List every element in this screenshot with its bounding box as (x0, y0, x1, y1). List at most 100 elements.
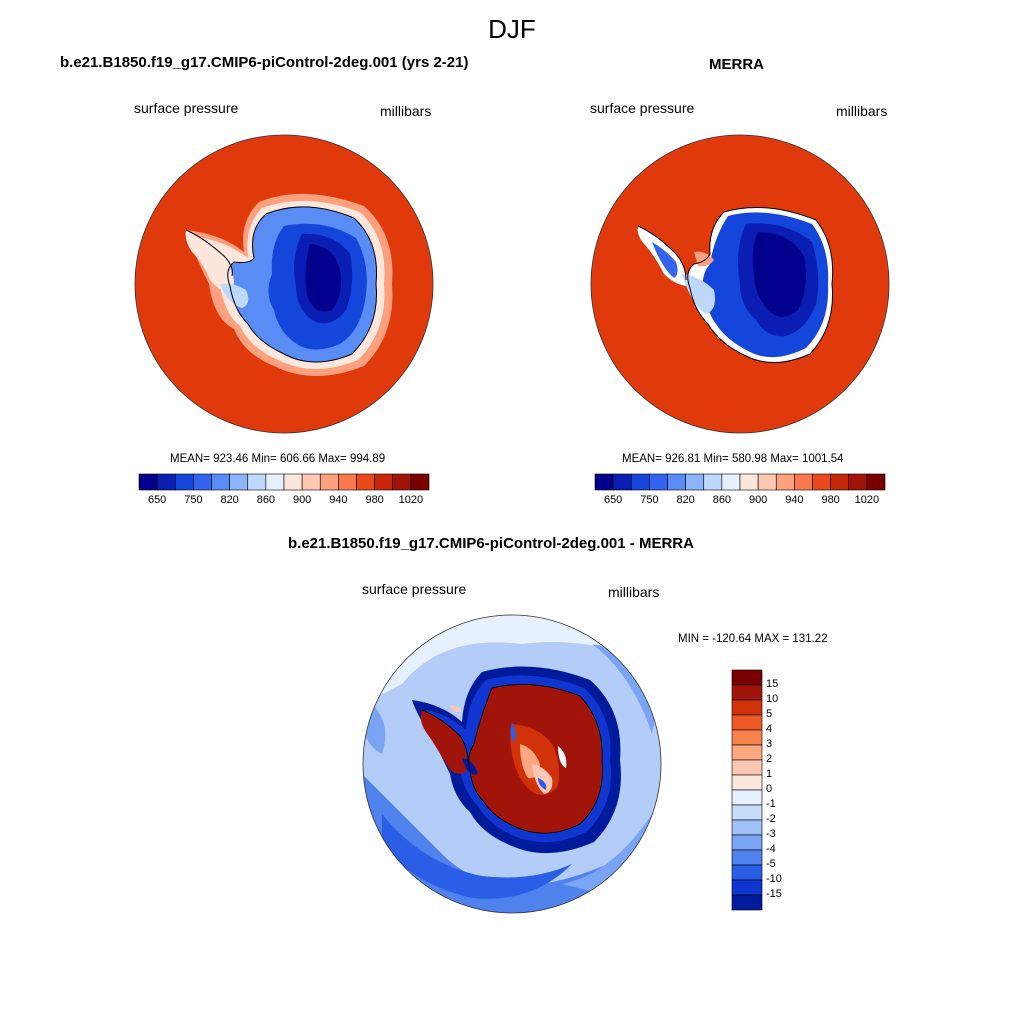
model-colorbar-box (229, 473, 249, 491)
diff-colorbar-tick-label: 2 (766, 753, 773, 765)
model-colorbar-box (374, 473, 394, 491)
diff-colorbar-box (731, 744, 763, 761)
model-colorbar-box (392, 473, 412, 491)
model-colorbar-box (247, 473, 267, 491)
obs-colorbar-tick-label: 940 (785, 494, 804, 506)
model-colorbar-ticks: 650 750 820 860 900 940 980 1020 (139, 494, 429, 508)
diff-colorbar-tick-label: 0 (766, 783, 773, 795)
model-colorbar-tick-label: 650 (147, 494, 167, 506)
diff-stats: MIN = -120.64 MAX = 131.22 (678, 633, 828, 645)
model-colorbar-box (193, 473, 212, 491)
model-stats: MEAN= 923.46 Min= 606.66 Max= 994.89 (170, 453, 386, 465)
diff-colorbar-box (731, 894, 763, 911)
model-colorbar-box (356, 473, 375, 491)
diff-colorbar-box (731, 669, 763, 686)
figure-title: DJF (488, 14, 536, 44)
diff-colorbar-box (731, 879, 763, 896)
diff-colorbar-box (731, 699, 763, 716)
obs-colorbar-box (649, 473, 668, 491)
diff-colorbar-tick-label: -15 (766, 888, 782, 900)
model-colorbar-tick-label: 900 (292, 494, 312, 506)
model-colorbar-tick-label: 980 (365, 494, 384, 506)
obs-units-label: millibars (836, 103, 888, 119)
diff-colorbar-box (731, 849, 763, 866)
obs-colorbar-tick-label: 750 (640, 494, 659, 506)
diff-colorbar-tick-label: 4 (766, 723, 773, 735)
diff-colorbar-box (731, 759, 763, 776)
diff-units-label: millibars (608, 584, 660, 600)
model-colorbar-box (138, 473, 158, 491)
diff-colorbar-ticks: 15 10 5 4 3 2 1 0 -1 -2 -3 -4 -5 -10 -15 (766, 670, 806, 910)
model-colorbar-box (265, 473, 285, 491)
diff-colorbar-tick-label: -10 (766, 873, 782, 885)
model-colorbar-box (319, 473, 339, 491)
obs-colorbar-box (667, 473, 686, 491)
obs-colorbar-box (775, 473, 795, 491)
obs-colorbar-tick-label: 860 (712, 494, 732, 506)
diff-colorbar-box (731, 864, 763, 881)
obs-polar-map (590, 134, 890, 434)
obs-colorbar-box (812, 473, 831, 491)
obs-colorbar-box (594, 473, 614, 491)
diff-colorbar-tick-label: -1 (766, 798, 776, 810)
model-polar-map (134, 134, 434, 434)
model-variable-label: surface pressure (134, 100, 239, 116)
diff-variable-label: surface pressure (362, 581, 467, 597)
model-colorbar-tick-label: 860 (256, 494, 276, 506)
obs-panel-title: MERRA (709, 56, 764, 73)
model-colorbar-box (283, 473, 303, 491)
diff-colorbar-tick-label: 10 (766, 693, 779, 705)
diff-colorbar-box (731, 684, 763, 701)
model-colorbar-tick-label: 940 (329, 494, 348, 506)
model-colorbar-tick-label: 1020 (398, 494, 424, 506)
diff-colorbar-tick-label: -3 (766, 828, 776, 840)
obs-colorbar-tick-label: 820 (676, 494, 695, 506)
diff-polar-map (362, 614, 662, 914)
obs-colorbar-box (794, 473, 813, 491)
diff-colorbar-box (731, 714, 763, 731)
model-colorbar-box (211, 473, 230, 491)
obs-colorbar-ticks: 650 750 820 860 900 940 980 1020 (595, 494, 885, 508)
obs-colorbar-box (630, 473, 650, 491)
obs-colorbar-box (757, 473, 777, 491)
obs-colorbar-box (721, 473, 741, 491)
obs-colorbar-box (685, 473, 705, 491)
model-units-label: millibars (380, 103, 432, 119)
diff-colorbar-tick-label: 1 (766, 768, 773, 780)
diff-panel-title: b.e21.B1850.f19_g17.CMIP6-piControl-2deg… (288, 535, 694, 552)
obs-colorbar-tick-label: 900 (748, 494, 768, 506)
diff-colorbar-box (731, 774, 763, 791)
diff-colorbar-tick-label: 5 (766, 708, 773, 720)
obs-colorbar-tick-label: 1020 (854, 494, 880, 506)
diff-colorbar-box (731, 729, 763, 746)
obs-colorbar (594, 473, 886, 491)
obs-stats: MEAN= 926.81 Min= 580.98 Max= 1001.54 (622, 453, 844, 465)
model-colorbar-box (301, 473, 321, 491)
diff-colorbar-tick-label: -2 (766, 813, 776, 825)
diff-colorbar-box (731, 804, 763, 821)
obs-variable-label: surface pressure (590, 100, 695, 116)
model-colorbar-box (410, 473, 430, 491)
model-panel-title: b.e21.B1850.f19_g17.CMIP6-piControl-2deg… (60, 54, 469, 71)
diff-colorbar-box (731, 819, 763, 836)
model-colorbar-box (156, 473, 176, 491)
obs-colorbar-box (739, 473, 759, 491)
obs-colorbar-box (612, 473, 632, 491)
diff-colorbar (731, 669, 763, 911)
diff-colorbar-tick-label: -5 (766, 858, 776, 870)
diff-colorbar-tick-label: -4 (766, 843, 776, 855)
diff-colorbar-box (731, 789, 763, 806)
obs-colorbar-box (866, 473, 886, 491)
diff-colorbar-tick-label: 3 (766, 738, 773, 750)
obs-colorbar-box (848, 473, 868, 491)
obs-colorbar-box (830, 473, 850, 491)
model-colorbar-box (338, 473, 357, 491)
model-colorbar-tick-label: 750 (184, 494, 203, 506)
model-colorbar-box (174, 473, 194, 491)
obs-colorbar-box (703, 473, 723, 491)
obs-colorbar-tick-label: 980 (821, 494, 840, 506)
diff-colorbar-tick-label: 15 (766, 678, 779, 690)
obs-colorbar-tick-label: 650 (603, 494, 623, 506)
diff-colorbar-box (731, 834, 763, 851)
model-colorbar (138, 473, 430, 491)
